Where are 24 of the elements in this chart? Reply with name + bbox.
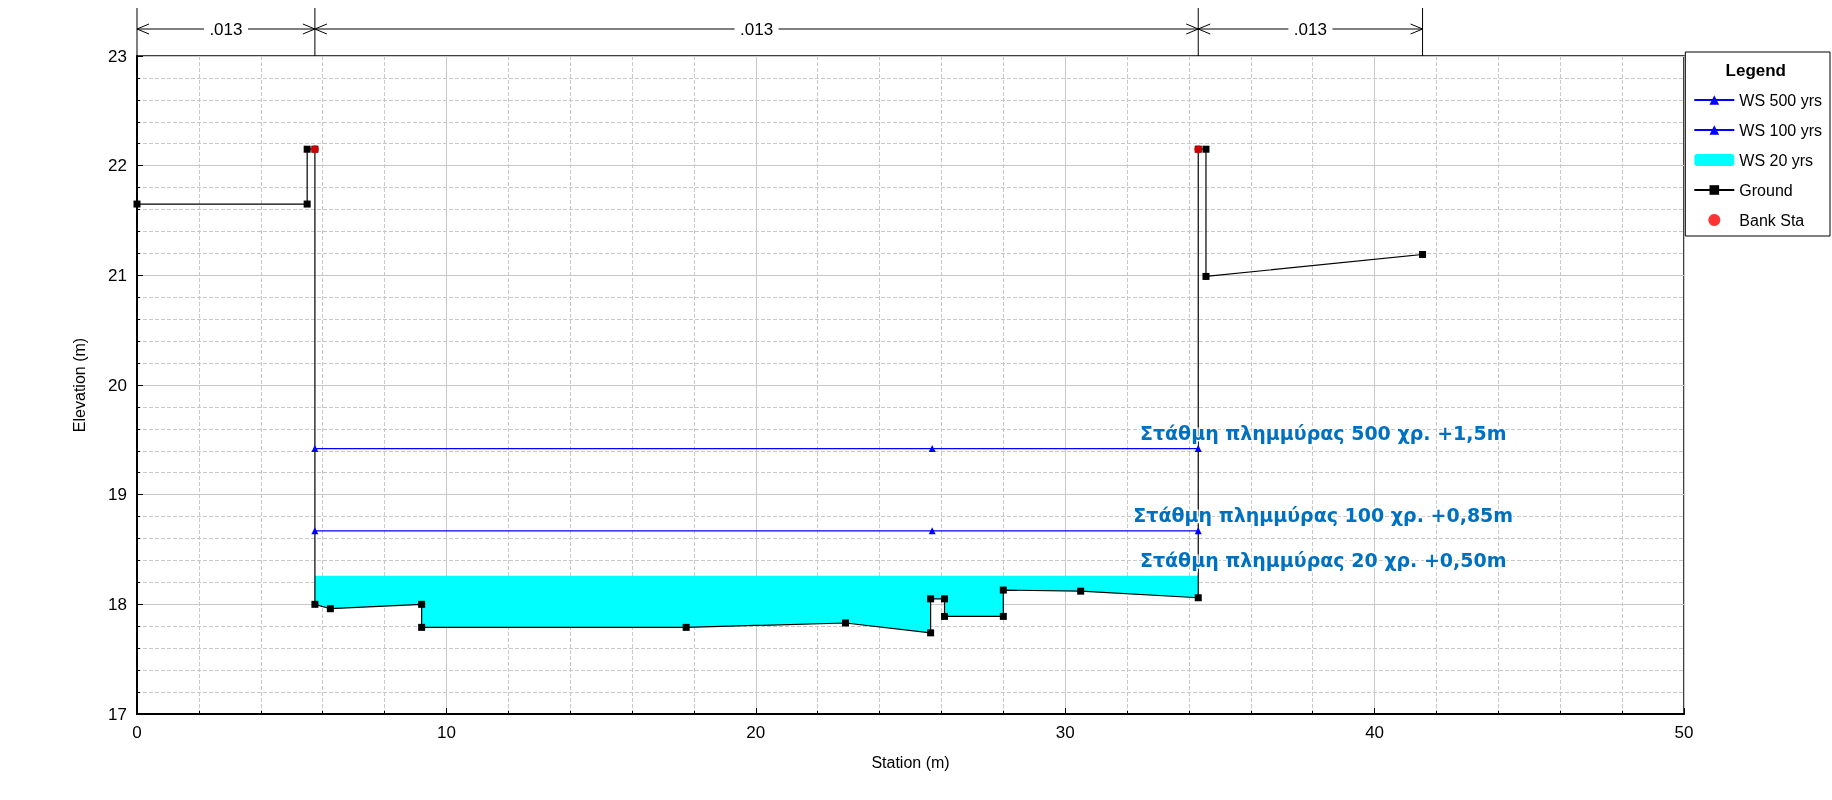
y-tick-label: 22 — [108, 156, 127, 176]
y-tick-label: 21 — [108, 265, 127, 285]
y-axis-title: Elevation (m) — [70, 337, 88, 433]
y-tick-label: 19 — [108, 485, 127, 505]
text: .013 — [209, 20, 243, 39]
x-tick-label: 10 — [436, 723, 456, 742]
x-tick-label: 0 — [132, 723, 142, 742]
legend-label: WS 100 yrs — [1739, 121, 1822, 139]
legend-label: WS 20 yrs — [1739, 151, 1814, 169]
y-tick-label: 17 — [108, 704, 127, 724]
legend-label: Ground — [1739, 181, 1793, 199]
y-tick-label: 18 — [108, 594, 127, 614]
y-tick-label: 23 — [108, 46, 127, 66]
x-tick-label: 40 — [1365, 723, 1385, 742]
x-axis-title: Station (m) — [871, 753, 950, 771]
legend-title: Legend — [1725, 61, 1787, 80]
legend-label: WS 500 yrs — [1739, 91, 1822, 109]
x-tick-label: 50 — [1674, 723, 1694, 742]
x-tick-label: 20 — [746, 723, 766, 742]
y-tick-label: 20 — [108, 375, 127, 395]
text: .013 — [1293, 20, 1327, 39]
x-tick-label: 30 — [1055, 723, 1075, 742]
legend-label: Bank Sta — [1739, 211, 1805, 229]
text: .013 — [740, 20, 774, 39]
